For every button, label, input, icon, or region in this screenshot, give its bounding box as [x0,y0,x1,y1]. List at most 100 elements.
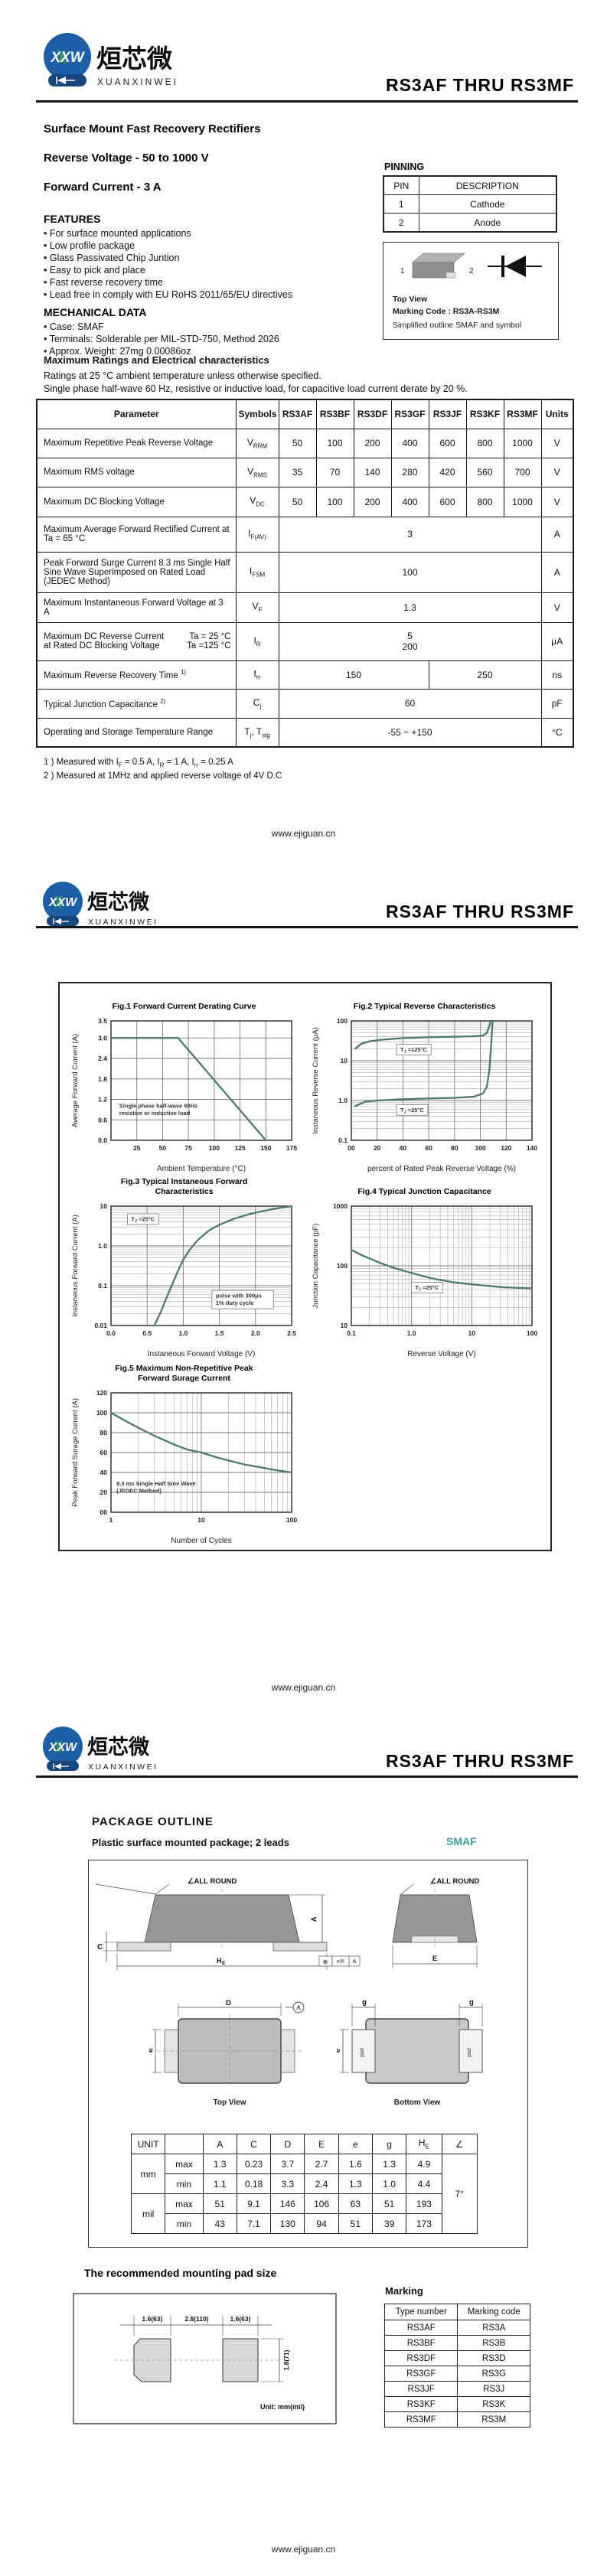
svg-text:1.5: 1.5 [215,1329,224,1337]
table-row: 1 Cathode [383,194,557,214]
svg-text:100: 100 [527,1329,537,1337]
card-marking-code: Marking Code : RS3A-RS3M [393,307,500,316]
svg-text:3.0: 3.0 [98,1034,107,1042]
svg-text:Ambient Temperature (°C): Ambient Temperature (°C) [157,1165,246,1173]
subtitle-current: Forward Current - 3 A [44,181,162,194]
pinning-col-pin: PIN [383,175,419,195]
svg-text:0.0: 0.0 [98,1136,107,1144]
svg-text:00: 00 [100,1508,108,1516]
svg-text:resistive or inductive load: resistive or inductive load [119,1110,191,1117]
svg-text:1: 1 [109,1516,113,1524]
svg-text:100: 100 [209,1144,220,1152]
table-row: Maximum Reverse Recovery Time 1) trr 150… [36,660,574,690]
table-row: Peak Forward Surge Current 8.3 ms Single… [36,551,574,593]
package-subheading: Plastic surface mounted package; 2 leads [92,1837,289,1848]
table-row: Maximum DC Blocking Voltage VDC 50 100 2… [36,486,574,517]
svg-text:150: 150 [260,1144,271,1152]
all-round-label: ∠ALL ROUND [430,1877,479,1886]
dim-E-label: E [432,1955,437,1963]
table-row: Maximum Repetitive Peak Reverse Voltage … [36,428,574,458]
svg-text:20: 20 [374,1144,381,1152]
logo-en-text: XUANXINWEI [97,77,178,87]
svg-text:50: 50 [159,1144,167,1152]
table-row: RS3BF RS3B [383,2335,530,2351]
dim-C-label: C [97,1943,103,1952]
svg-text:75: 75 [184,1144,192,1152]
svg-text:120: 120 [96,1389,107,1397]
svg-text:00: 00 [348,1144,355,1152]
package-body [412,262,455,279]
table-row: min 1.1 0.18 3.3 2.4 1.3 1.0 4.4 [132,2173,478,2194]
svg-text:3.5: 3.5 [98,1017,107,1025]
svg-text:1.0: 1.0 [98,1242,107,1250]
svg-text:175: 175 [286,1144,297,1152]
top-view-drawing: D A E Top View [149,1999,305,2107]
svg-text:2.4: 2.4 [98,1055,107,1062]
svg-text:0.1: 0.1 [98,1282,107,1290]
table-row: Operating and Storage Temperature Range … [36,717,574,748]
dim-e-label: e [337,2049,341,2053]
table-row: Maximum Average Forward Rectified Curren… [36,516,574,553]
svg-text:A: A [352,1958,356,1965]
list-item: Low profile package [44,240,292,252]
svg-text:100: 100 [337,1262,348,1270]
list-item: Approx. Weight: 27mg 0.00086oz [44,345,279,357]
forward-characteristics-chart: 0.0 0.5 1.0 1.5 2.0 2.5 0.01 0.1 1.0 10 TJ =25°C pu… [67,1197,301,1365]
svg-text:100: 100 [286,1516,297,1524]
dim-E-label: E [149,2048,154,2053]
table-row: Maximum DC Reverse Current Ta = 25 °C at … [36,621,574,661]
pad-dim-right: 1.6(63) [230,2315,251,2323]
svg-text:125: 125 [235,1144,246,1152]
figure-title: Fig.2 Typical Reverse Characteristics [353,1002,496,1011]
figure-title: Fig.1 Forward Current Derating Curve [112,1002,256,1011]
surge-current-chart: 1 10 100 00 20 40 60 80 100 120 8.3 ms Single Half… [67,1384,301,1551]
dim-g-label: g [362,1998,367,2007]
figure-title: Fig.3 Typical Instaneous Forward Characte… [120,1177,248,1196]
svg-text:percent of Rated Peak Reverse: percent of Rated Peak Reverse Voltage (%… [367,1165,516,1173]
features-list: For surface mounted applications Low pro… [44,227,292,301]
marking-table: Type number Marking code RS3AF RS3A RS3BF… [383,2304,530,2428]
svg-text:140: 140 [527,1144,537,1152]
svg-text:XUANXINWEI: XUANXINWEI [88,1762,158,1772]
dim-g-label: g [469,1998,474,2007]
dim-HE-label: H [217,1957,222,1965]
page-title: RS3AF THRU RS3MF [385,902,574,921]
svg-text:Instaneous Forward Current (A): Instaneous Forward Current (A) [71,1215,80,1317]
pinning-table: PIN DESCRIPTION 1 Cathode 2 Anode [383,175,557,233]
svg-text:Junction Capacitance (pF): Junction Capacitance (pF) [312,1224,320,1309]
header-rule [36,100,578,103]
svg-text:TJ =25°C: TJ =25°C [415,1284,439,1293]
table-row: RS3DF RS3D [383,2350,530,2366]
mechanical-list: Case: SMAF Terminals: Solderable per MIL… [44,321,279,357]
svg-text:2.0: 2.0 [251,1329,260,1337]
bottom-view-drawing: pad pad g g e Bottom View [337,1998,483,2107]
list-item: Easy to pick and place [44,264,292,276]
svg-text:烜芯微: 烜芯微 [87,1736,149,1759]
logo-xxw-text: XXW [50,50,85,66]
package-symbol-drawing: 1 2 [400,253,542,279]
table-row: Maximum Instantaneous Forward Voltage at… [36,592,574,623]
svg-text:Peak Forward Surage Current (A: Peak Forward Surage Current (A) [71,1398,80,1507]
svg-text:(JEDEC Method): (JEDEC Method) [116,1487,162,1494]
datum-circle-label: A [296,2004,301,2011]
mounting-pad-heading: The recommended mounting pad size [84,2267,277,2279]
header-rule [36,926,578,928]
pin2-label: 2 [469,267,474,276]
side-view-drawing: ∠ALL ROUND A C H E ⊕ vⓂ A [96,1877,361,1970]
svg-text:0.6: 0.6 [98,1116,107,1123]
logo-diode-icon [57,77,66,84]
svg-text:10: 10 [341,1322,348,1329]
table-row: mm max 1.3 0.23 3.7 2.7 1.6 1.3 4.9 7° [130,2154,478,2234]
package-name-badge: SMAF [446,1835,477,1847]
table-row: 2 Anode [383,213,557,233]
list-item: For surface mounted applications [44,227,292,240]
svg-text:TJ =125°C: TJ =125°C [400,1046,428,1055]
mechanical-heading: MECHANICAL DATA [44,306,147,318]
card-top-view: Top View [393,295,428,304]
figure-title: Fig.4 Typical Junction Capacitance [357,1187,491,1196]
list-item: Fast reverse recovery time [44,276,292,289]
subtitle-product: Surface Mount Fast Recovery Rectifiers [44,122,261,135]
svg-text:XUANXINWEI: XUANXINWEI [88,918,158,927]
svg-text:1.0: 1.0 [407,1329,416,1337]
